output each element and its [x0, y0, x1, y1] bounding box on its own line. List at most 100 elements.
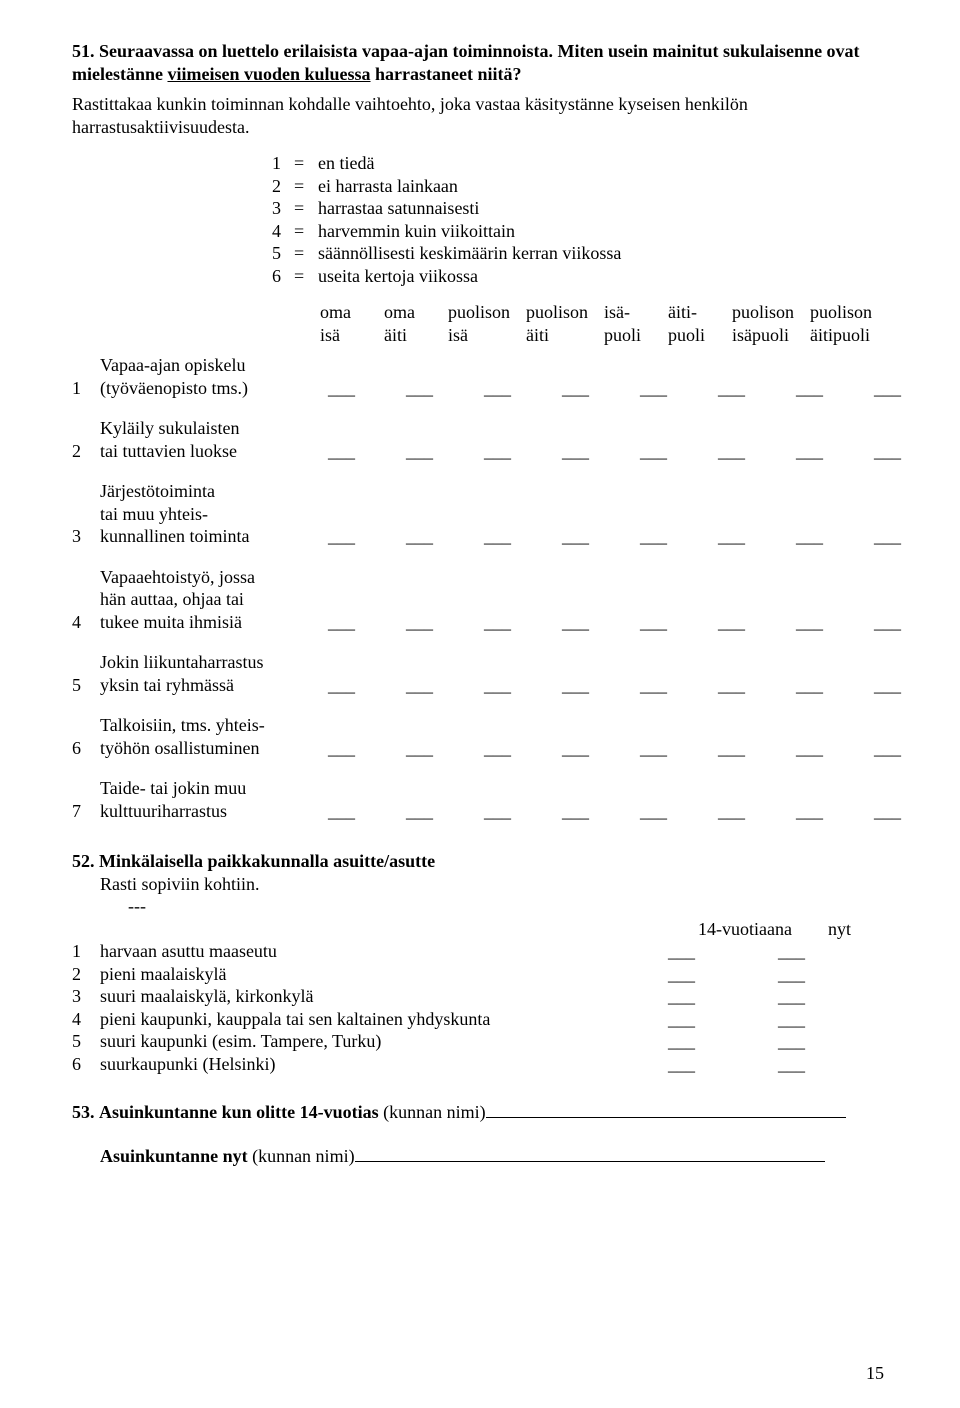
answer-blank[interactable]: ___ — [406, 440, 464, 463]
answer-blank[interactable]: ___ — [406, 611, 464, 634]
q52-dashes: --- — [128, 895, 888, 918]
answer-blank[interactable]: ___ — [718, 377, 776, 400]
q52-row: 1 harvaan asuttu maaseutu ___ ___ — [72, 940, 888, 963]
answer-blank[interactable]: ___ — [874, 525, 932, 548]
answer-blank[interactable]: ___ — [668, 1053, 778, 1076]
answer-blank[interactable]: ___ — [874, 440, 932, 463]
answer-blank[interactable]: ___ — [718, 737, 776, 760]
legend-row: 1=en tiedä — [272, 152, 888, 175]
answer-blank[interactable]: ___ — [718, 525, 776, 548]
answer-blank[interactable]: ___ — [640, 800, 698, 823]
q51-items: 1 Vapaa-ajan opiskelu (työväenopisto tms… — [72, 354, 888, 822]
answer-blank[interactable]: ___ — [562, 674, 620, 697]
answer-blank[interactable]: ___ — [328, 377, 386, 400]
q51-item: 2 Kyläily sukulaisten tai tuttavien luok… — [72, 417, 888, 462]
answer-blank[interactable]: ___ — [328, 800, 386, 823]
answer-blank[interactable]: ___ — [406, 737, 464, 760]
answer-blank[interactable]: ___ — [640, 737, 698, 760]
answer-blank[interactable]: ___ — [718, 611, 776, 634]
answer-blank[interactable]: ___ — [796, 440, 854, 463]
q52: 52. Minkälaisella paikkakunnalla asuitte… — [72, 850, 888, 1075]
answer-blank[interactable]: ___ — [796, 525, 854, 548]
answer-blank[interactable]: ___ — [484, 674, 542, 697]
answer-blank[interactable]: ___ — [640, 440, 698, 463]
answer-blank[interactable]: ___ — [668, 1030, 778, 1053]
answer-blank[interactable]: ___ — [778, 985, 888, 1008]
q52-row: 3 suuri maalaiskylä, kirkonkylä ___ ___ — [72, 985, 888, 1008]
q53-line2: Asuinkuntanne nyt (kunnan nimi) — [100, 1141, 888, 1167]
answer-blank[interactable]: ___ — [562, 525, 620, 548]
answer-blank[interactable]: ___ — [484, 440, 542, 463]
answer-blank[interactable]: ___ — [778, 1008, 888, 1031]
answer-blank[interactable]: ___ — [874, 800, 932, 823]
answer-blank[interactable]: ___ — [778, 1030, 888, 1053]
q52-row: 4 pieni kaupunki, kauppala tai sen kalta… — [72, 1008, 888, 1031]
answer-blank[interactable]: ___ — [406, 525, 464, 548]
answer-blank[interactable]: ___ — [874, 377, 932, 400]
answer-blank[interactable]: ___ — [796, 800, 854, 823]
answer-blank[interactable] — [355, 1141, 825, 1162]
answer-blank[interactable]: ___ — [778, 1053, 888, 1076]
q51-item: 4 Vapaaehtoistyö, jossa hän auttaa, ohja… — [72, 566, 888, 634]
answer-blank[interactable]: ___ — [406, 674, 464, 697]
answer-blank[interactable]: ___ — [562, 377, 620, 400]
answer-blank[interactable]: ___ — [484, 525, 542, 548]
legend-row: 3=harrastaa satunnaisesti — [272, 197, 888, 220]
answer-blank[interactable]: ___ — [718, 674, 776, 697]
legend-row: 4=harvemmin kuin viikoittain — [272, 220, 888, 243]
answer-blank[interactable]: ___ — [328, 674, 386, 697]
answer-blank[interactable]: ___ — [406, 377, 464, 400]
answer-blank[interactable]: ___ — [562, 440, 620, 463]
q52-row: 6 suurkaupunki (Helsinki) ___ ___ — [72, 1053, 888, 1076]
answer-blank[interactable]: ___ — [562, 611, 620, 634]
answer-blank[interactable]: ___ — [640, 377, 698, 400]
answer-blank[interactable]: ___ — [796, 377, 854, 400]
answer-blank[interactable]: ___ — [796, 737, 854, 760]
answer-blank[interactable]: ___ — [406, 800, 464, 823]
answer-blank[interactable]: ___ — [484, 611, 542, 634]
answer-blank[interactable]: ___ — [874, 611, 932, 634]
answer-blank[interactable]: ___ — [668, 940, 778, 963]
answer-blank[interactable] — [486, 1097, 846, 1118]
legend-row: 6=useita kertoja viikossa — [272, 265, 888, 288]
q51-item: 6 Talkoisiin, tms. yhteis- työhön osalli… — [72, 714, 888, 759]
answer-blank[interactable]: ___ — [328, 611, 386, 634]
q52-row: 2 pieni maalaiskylä ___ ___ — [72, 963, 888, 986]
q53-line1: 53. Asuinkuntanne kun olitte 14-vuotias … — [72, 1097, 888, 1123]
answer-blank[interactable]: ___ — [640, 611, 698, 634]
q51-legend: 1=en tiedä 2=ei harrasta lainkaan 3=harr… — [272, 152, 888, 287]
legend-row: 2=ei harrasta lainkaan — [272, 175, 888, 198]
q52-heading: 52. Minkälaisella paikkakunnalla asuitte… — [72, 850, 888, 873]
legend-row: 5=säännöllisesti keskimäärin kerran viik… — [272, 242, 888, 265]
answer-blank[interactable]: ___ — [328, 440, 386, 463]
answer-blank[interactable]: ___ — [874, 674, 932, 697]
answer-blank[interactable]: ___ — [778, 940, 888, 963]
answer-blank[interactable]: ___ — [796, 611, 854, 634]
answer-blank[interactable]: ___ — [718, 440, 776, 463]
answer-blank[interactable]: ___ — [778, 963, 888, 986]
answer-blank[interactable]: ___ — [328, 737, 386, 760]
answer-blank[interactable]: ___ — [484, 800, 542, 823]
answer-blank[interactable]: ___ — [718, 800, 776, 823]
answer-blank[interactable]: ___ — [668, 963, 778, 986]
answer-blank[interactable]: ___ — [562, 800, 620, 823]
answer-blank[interactable]: ___ — [874, 737, 932, 760]
answer-blank[interactable]: ___ — [328, 525, 386, 548]
q53: 53. Asuinkuntanne kun olitte 14-vuotias … — [72, 1097, 888, 1168]
answer-blank[interactable]: ___ — [640, 525, 698, 548]
answer-blank[interactable]: ___ — [484, 377, 542, 400]
q52-row: 5 suuri kaupunki (esim. Tampere, Turku) … — [72, 1030, 888, 1053]
q51-item: 3 Järjestötoiminta tai muu yhteis- kunna… — [72, 480, 888, 548]
answer-blank[interactable]: ___ — [562, 737, 620, 760]
q51-sub: Rastittakaa kunkin toiminnan kohdalle va… — [72, 93, 888, 138]
q51-title-underlined: viimeisen vuoden kuluessa — [167, 64, 370, 84]
q51-col-headers: oma oma puolison puolison isä- äiti- puo… — [320, 301, 888, 346]
answer-blank[interactable]: ___ — [668, 1008, 778, 1031]
q51-title-after: harrastaneet niitä? — [371, 64, 522, 84]
document-page: 51. Seuraavassa on luettelo erilaisista … — [0, 0, 960, 1408]
answer-blank[interactable]: ___ — [668, 985, 778, 1008]
answer-blank[interactable]: ___ — [640, 674, 698, 697]
answer-blank[interactable]: ___ — [484, 737, 542, 760]
answer-blank[interactable]: ___ — [796, 674, 854, 697]
q51-item: 7 Taide- tai jokin muu kulttuuriharrastu… — [72, 777, 888, 822]
